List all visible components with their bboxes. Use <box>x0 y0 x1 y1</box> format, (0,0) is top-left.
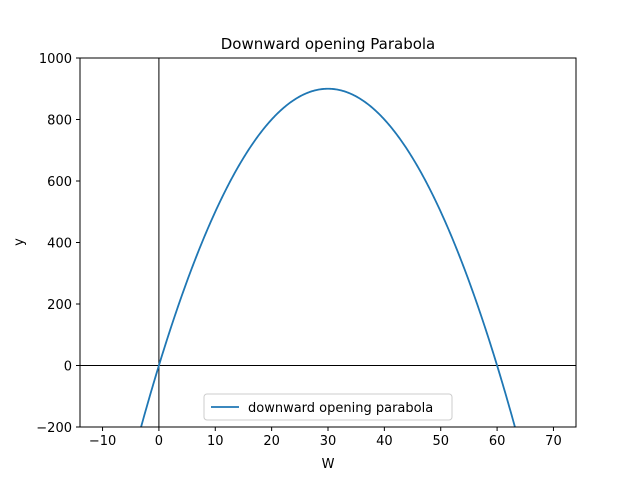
legend-box <box>203 393 453 421</box>
x-tick-label: 10 <box>207 434 224 449</box>
x-tick-label: 50 <box>432 434 449 449</box>
series-line-0 <box>140 87 516 427</box>
y-tick-label: 400 <box>47 237 72 252</box>
x-tick-label: 60 <box>489 434 506 449</box>
x-tick-label: 70 <box>545 434 562 449</box>
legend-label: downward opening parabola <box>248 401 433 416</box>
x-axis: −10 0 10 20 30 40 50 60 70 <box>89 427 562 449</box>
y-tick-label: 0 <box>64 360 72 375</box>
chart-title: Downward opening Parabola <box>221 35 436 53</box>
x-tick-label: 40 <box>376 434 393 449</box>
x-tick-label: −10 <box>89 434 116 449</box>
y-tick-label: 1000 <box>39 52 72 67</box>
x-axis-label: W <box>322 457 335 472</box>
legend: downward opening parabola <box>203 393 453 421</box>
y-tick-label: −200 <box>36 421 72 436</box>
plot-frame <box>79 57 577 428</box>
x-tick-label: 0 <box>155 434 163 449</box>
y-tick-label: 800 <box>47 114 72 129</box>
y-tick-label: 200 <box>47 298 72 313</box>
x-tick-label: 20 <box>263 434 280 449</box>
reference-lines <box>80 58 576 427</box>
y-axis-label: y <box>12 238 27 246</box>
x-tick-label: 30 <box>320 434 337 449</box>
y-axis: −200 0 200 400 600 800 1000 <box>36 52 80 436</box>
y-tick-label: 600 <box>47 175 72 190</box>
series-layer <box>140 87 516 427</box>
